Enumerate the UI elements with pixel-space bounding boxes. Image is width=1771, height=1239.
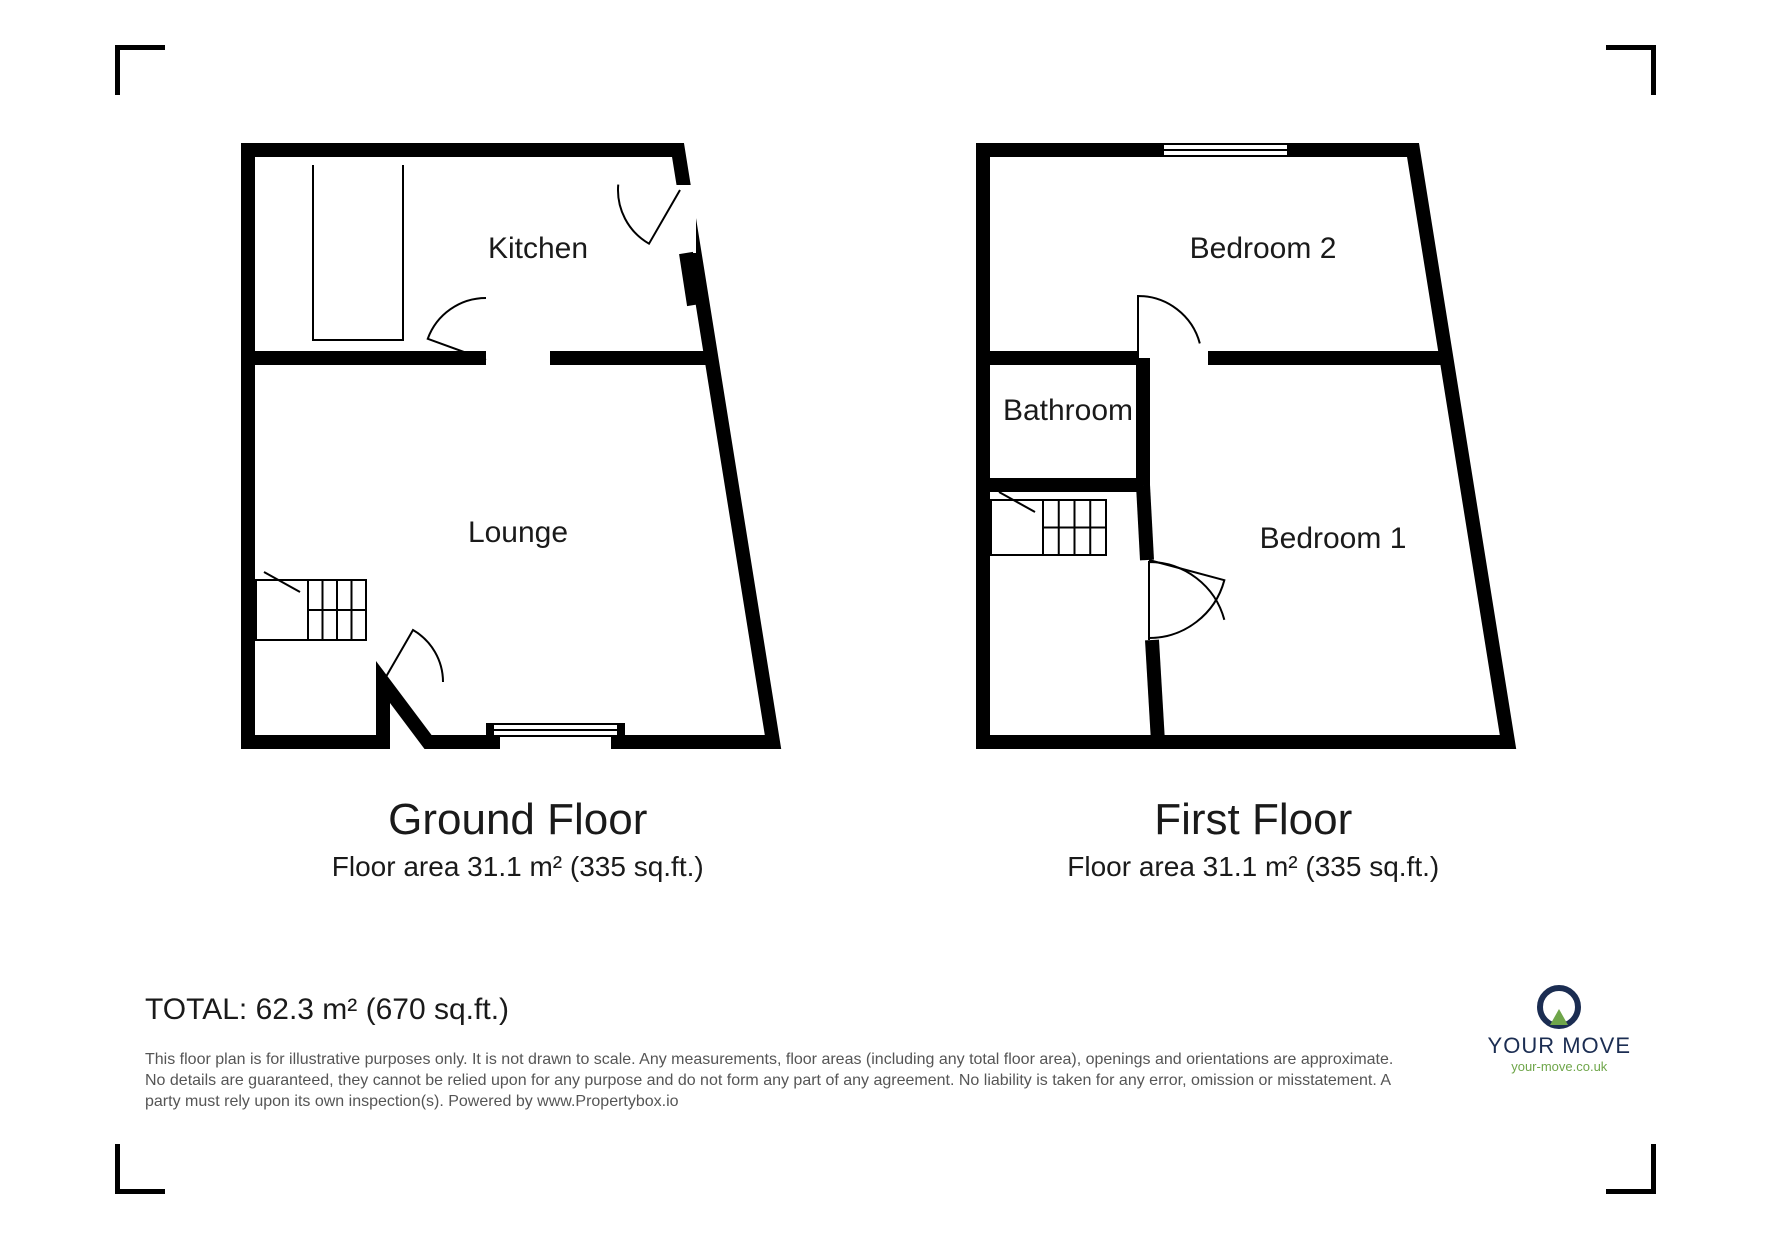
crop-mark	[115, 45, 165, 95]
crop-mark	[1606, 45, 1656, 95]
first-floor-column: Bedroom 2 Bathroom Bedroom 1 First Floor F…	[963, 130, 1543, 883]
brand-name: YOUR MOVE	[1488, 1033, 1631, 1059]
svg-text:Bedroom 2: Bedroom 2	[1190, 232, 1337, 265]
brand-logo-icon	[1537, 985, 1581, 1029]
svg-text:Lounge: Lounge	[468, 516, 568, 549]
brand-tree-icon	[1550, 1009, 1568, 1025]
crop-mark	[115, 1144, 165, 1194]
svg-text:Bedroom 1: Bedroom 1	[1260, 522, 1407, 555]
brand-block: YOUR MOVE your-move.co.uk	[1488, 985, 1631, 1074]
ground-floor-column: Kitchen Lounge Ground Floor Floor area 31…	[228, 130, 808, 883]
disclaimer-text: This floor plan is for illustrative purp…	[145, 1050, 1395, 1112]
ground-floor-plan: Kitchen Lounge	[228, 130, 808, 770]
floor-plans-container: Kitchen Lounge Ground Floor Floor area 31…	[150, 130, 1621, 883]
total-area: TOTAL: 62.3 m² (670 sq.ft.)	[145, 993, 509, 1027]
first-floor-title: First Floor	[963, 795, 1543, 845]
ground-floor-title: Ground Floor	[228, 795, 808, 845]
svg-text:Kitchen: Kitchen	[488, 232, 588, 265]
ground-floor-area: Floor area 31.1 m² (335 sq.ft.)	[228, 851, 808, 883]
crop-mark	[1606, 1144, 1656, 1194]
brand-url: your-move.co.uk	[1488, 1059, 1631, 1074]
svg-text:Bathroom: Bathroom	[1003, 394, 1133, 427]
first-floor-plan: Bedroom 2 Bathroom Bedroom 1	[963, 130, 1543, 770]
first-floor-area: Floor area 31.1 m² (335 sq.ft.)	[963, 851, 1543, 883]
